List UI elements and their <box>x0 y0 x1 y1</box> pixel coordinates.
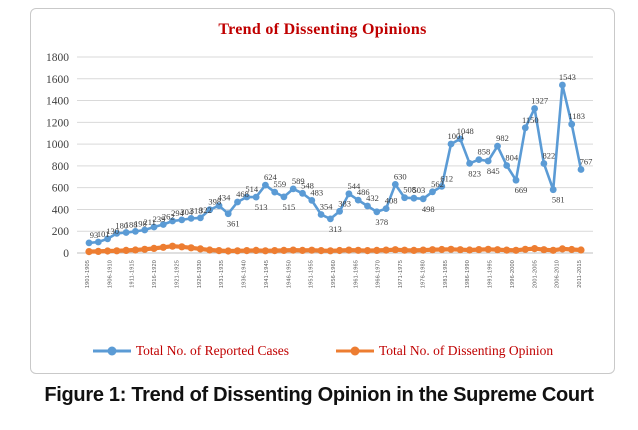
svg-text:1981-1985: 1981-1985 <box>443 260 449 288</box>
svg-text:767: 767 <box>580 157 593 167</box>
chart-panel: Trend of Dissenting Opinions 0 200 400 600 8… <box>30 8 615 374</box>
svg-text:294: 294 <box>171 208 185 218</box>
svg-text:468: 468 <box>236 189 249 199</box>
svg-text:1986-1990: 1986-1990 <box>465 260 471 288</box>
svg-text:1936-1940: 1936-1940 <box>242 260 248 288</box>
svg-text:1926-1930: 1926-1930 <box>197 260 203 288</box>
svg-text:1966-1970: 1966-1970 <box>376 260 382 288</box>
svg-text:130: 130 <box>106 226 119 236</box>
legend-label-reported-cases: Total No. of Reported Cases <box>135 343 289 358</box>
svg-text:559: 559 <box>273 179 286 189</box>
svg-text:1400: 1400 <box>46 96 69 108</box>
chart-svg: 0 200 400 600 800 1000 1200 1400 1600 1800 1901-19… <box>46 52 593 288</box>
svg-text:304: 304 <box>180 207 194 217</box>
svg-text:800: 800 <box>52 161 70 173</box>
svg-text:432: 432 <box>366 193 379 203</box>
svg-text:1800: 1800 <box>46 52 69 64</box>
svg-text:1996-2000: 1996-2000 <box>510 260 516 288</box>
svg-text:2001-2005: 2001-2005 <box>532 260 538 288</box>
svg-text:313: 313 <box>329 224 342 234</box>
svg-text:262: 262 <box>162 212 175 222</box>
svg-text:612: 612 <box>440 173 453 183</box>
svg-text:408: 408 <box>385 196 398 206</box>
svg-text:669: 669 <box>515 185 528 195</box>
svg-text:982: 982 <box>496 133 509 143</box>
svg-text:515: 515 <box>283 202 296 212</box>
svg-text:1183: 1183 <box>568 111 585 121</box>
svg-text:1543: 1543 <box>559 72 576 82</box>
svg-text:1956-1960: 1956-1960 <box>331 260 337 288</box>
svg-text:1916-1920: 1916-1920 <box>152 260 158 288</box>
svg-text:1931-1935: 1931-1935 <box>219 260 225 288</box>
svg-text:1961-1965: 1961-1965 <box>353 260 359 288</box>
svg-text:354: 354 <box>320 202 334 212</box>
legend-swatch-line-marker-icon <box>92 346 131 356</box>
svg-text:508: 508 <box>403 185 416 195</box>
legend-label-dissenting-opinion: Total No. of Dissenting Opinion <box>378 343 554 358</box>
svg-text:1600: 1600 <box>46 74 69 86</box>
svg-text:1921-1925: 1921-1925 <box>174 260 180 288</box>
svg-text:1327: 1327 <box>531 96 548 106</box>
svg-text:101: 101 <box>97 229 110 239</box>
svg-text:498: 498 <box>422 204 435 214</box>
svg-text:93: 93 <box>90 230 99 240</box>
figure-caption: Figure 1: Trend of Dissenting Opinion in… <box>44 384 594 406</box>
svg-text:1901-1905: 1901-1905 <box>85 260 91 288</box>
svg-text:858: 858 <box>478 147 491 157</box>
svg-text:1906-1910: 1906-1910 <box>107 260 113 288</box>
svg-text:1200: 1200 <box>46 117 69 129</box>
svg-text:1000: 1000 <box>46 139 69 151</box>
svg-text:188: 188 <box>125 220 138 230</box>
svg-text:2011-2015: 2011-2015 <box>577 260 583 288</box>
svg-text:1971-1975: 1971-1975 <box>398 260 404 288</box>
svg-text:200: 200 <box>52 226 70 238</box>
svg-text:211: 211 <box>143 217 155 227</box>
svg-text:513: 513 <box>255 202 268 212</box>
legend-item-dissenting-opinion: Total No. of Dissenting Opinion <box>335 343 553 359</box>
svg-text:486: 486 <box>357 187 370 197</box>
svg-text:822: 822 <box>543 151 556 161</box>
svg-text:198: 198 <box>134 218 147 228</box>
svg-text:383: 383 <box>338 198 351 208</box>
svg-text:180: 180 <box>115 220 128 230</box>
svg-text:322: 322 <box>199 205 212 215</box>
svg-text:600: 600 <box>52 183 70 195</box>
svg-text:2006-2010: 2006-2010 <box>555 260 561 288</box>
svg-text:630: 630 <box>394 171 407 181</box>
legend-item-reported-cases: Total No. of Reported Cases <box>92 343 289 359</box>
svg-text:589: 589 <box>292 176 305 186</box>
svg-text:823: 823 <box>468 168 481 178</box>
svg-text:318: 318 <box>190 205 203 215</box>
svg-text:624: 624 <box>264 172 278 182</box>
chart-title: Trend of Dissenting Opinions <box>218 21 427 38</box>
chart-legend: Total No. of Reported Cases Total No. of… <box>31 343 614 359</box>
svg-text:1001: 1001 <box>448 131 465 141</box>
legend-swatch-line-marker-icon <box>335 346 374 356</box>
svg-text:378: 378 <box>375 217 388 227</box>
svg-text:514: 514 <box>245 184 258 194</box>
svg-text:483: 483 <box>310 187 323 197</box>
svg-text:1946-1950: 1946-1950 <box>286 260 292 288</box>
svg-text:1911-1915: 1911-1915 <box>130 260 136 288</box>
svg-text:562: 562 <box>431 179 444 189</box>
svg-text:1951-1955: 1951-1955 <box>309 260 315 288</box>
svg-text:544: 544 <box>348 181 362 191</box>
svg-text:845: 845 <box>487 166 500 176</box>
svg-text:434: 434 <box>218 193 232 203</box>
svg-text:1048: 1048 <box>457 126 474 136</box>
svg-text:804: 804 <box>505 153 519 163</box>
svg-text:239: 239 <box>153 214 166 224</box>
svg-text:581: 581 <box>552 195 565 205</box>
svg-text:0: 0 <box>63 248 69 260</box>
svg-text:1991-1995: 1991-1995 <box>488 260 494 288</box>
svg-text:548: 548 <box>301 180 314 190</box>
svg-text:1976-1980: 1976-1980 <box>420 260 426 288</box>
svg-text:398: 398 <box>208 197 221 207</box>
svg-text:1941-1945: 1941-1945 <box>264 260 270 288</box>
svg-text:361: 361 <box>227 219 240 229</box>
svg-text:1150: 1150 <box>522 115 539 125</box>
svg-text:503: 503 <box>413 185 426 195</box>
svg-text:400: 400 <box>52 204 70 216</box>
